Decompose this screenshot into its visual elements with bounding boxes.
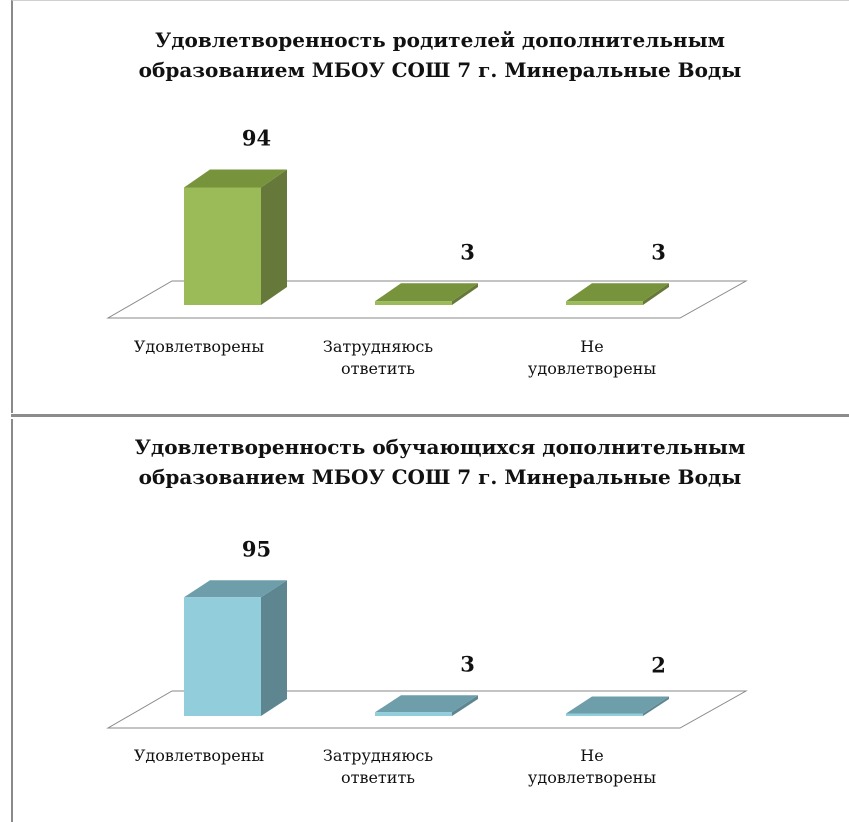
panel-divider: [11, 414, 849, 417]
bar-front-face: [375, 712, 452, 716]
category-label: Затрудняюсь ответить: [323, 746, 434, 787]
bar-side-face: [261, 169, 287, 305]
bar-2: [375, 283, 478, 305]
bar-top-face: [375, 283, 478, 302]
bar-3: [566, 696, 669, 716]
bar-top-face: [566, 283, 669, 302]
chart-2: Удовлетворенность обучающихся дополнител…: [106, 435, 748, 787]
chart-title: Удовлетворенность обучающихся дополнител…: [135, 435, 746, 489]
bar-top-face: [375, 695, 478, 713]
chart-title: Удовлетворенность родителей дополнительн…: [139, 28, 742, 82]
bar-side-face: [261, 580, 287, 716]
data-label: 3: [460, 651, 475, 676]
category-label-line: Затрудняюсь: [323, 337, 434, 356]
bar-side-face: [452, 283, 478, 305]
bar-top-face: [566, 696, 669, 714]
data-label: 95: [242, 536, 271, 561]
bar-2: [375, 695, 478, 716]
bar-side-face: [452, 695, 478, 716]
chart-title-line: Удовлетворенность родителей дополнительн…: [155, 28, 725, 52]
category-label-line: ответить: [341, 359, 415, 378]
bar-front-face: [184, 597, 261, 716]
bar-1: [184, 169, 287, 305]
category-label: Затрудняюсь ответить: [323, 337, 434, 378]
category-label-line: Удовлетворены: [134, 337, 265, 356]
bar-top-face: [184, 169, 287, 188]
category-label: Не удовлетворены: [528, 746, 656, 787]
bar-side-face: [643, 696, 669, 716]
category-label-line: ответить: [341, 768, 415, 787]
category-label-line: Удовлетворены: [134, 746, 265, 765]
category-label-line: Затрудняюсь: [323, 746, 434, 765]
chart-1: Удовлетворенность родителей дополнительн…: [106, 28, 748, 378]
bar-front-face: [566, 301, 643, 305]
chart-panel-parents: [11, 0, 849, 413]
category-label-line: Не: [580, 337, 603, 356]
bar-top-face: [184, 580, 287, 598]
data-label: 2: [651, 653, 666, 678]
category-label-line: Не: [580, 746, 603, 765]
data-label: 94: [242, 126, 271, 151]
bar-front-face: [184, 187, 261, 305]
bar-front-face: [566, 713, 643, 716]
chart-title-line: Удовлетворенность обучающихся дополнител…: [135, 435, 746, 459]
chart-title-line: образованием МБОУ СОШ 7 г. Минеральные В…: [139, 465, 742, 489]
chart-panel-students: [11, 419, 849, 822]
bar-front-face: [375, 301, 452, 305]
chart-title-line: образованием МБОУ СОШ 7 г. Минеральные В…: [139, 58, 742, 82]
category-label-line: удовлетворены: [528, 768, 656, 787]
bar-3: [566, 283, 669, 305]
data-label: 3: [460, 239, 475, 264]
data-label: 3: [651, 239, 666, 264]
category-label: Не удовлетворены: [528, 337, 656, 378]
category-label: Удовлетворены: [134, 746, 265, 765]
category-label: Удовлетворены: [134, 337, 265, 356]
category-label-line: удовлетворены: [528, 359, 656, 378]
bar-side-face: [643, 283, 669, 305]
bar-1: [184, 580, 287, 716]
